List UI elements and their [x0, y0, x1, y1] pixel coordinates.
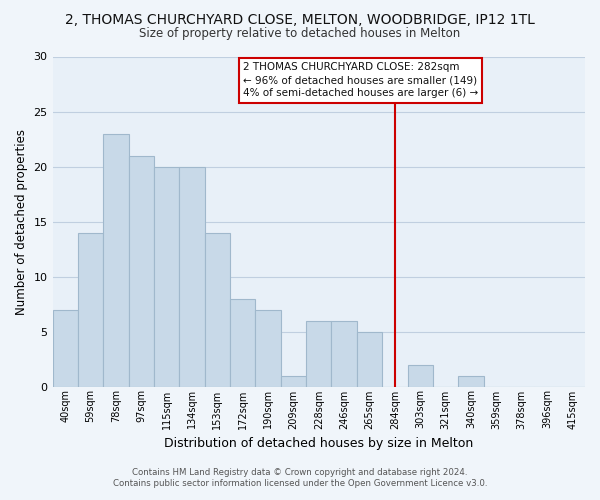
- Bar: [230, 298, 256, 386]
- Bar: [154, 166, 179, 386]
- Bar: [128, 156, 154, 386]
- Bar: [53, 310, 78, 386]
- Bar: [205, 232, 230, 386]
- Bar: [281, 376, 306, 386]
- Bar: [331, 320, 357, 386]
- Bar: [357, 332, 382, 386]
- Text: 2, THOMAS CHURCHYARD CLOSE, MELTON, WOODBRIDGE, IP12 1TL: 2, THOMAS CHURCHYARD CLOSE, MELTON, WOOD…: [65, 12, 535, 26]
- Bar: [256, 310, 281, 386]
- Bar: [78, 232, 103, 386]
- X-axis label: Distribution of detached houses by size in Melton: Distribution of detached houses by size …: [164, 437, 473, 450]
- Text: Size of property relative to detached houses in Melton: Size of property relative to detached ho…: [139, 28, 461, 40]
- Bar: [407, 364, 433, 386]
- Bar: [103, 134, 128, 386]
- Bar: [458, 376, 484, 386]
- Bar: [306, 320, 331, 386]
- Text: Contains HM Land Registry data © Crown copyright and database right 2024.
Contai: Contains HM Land Registry data © Crown c…: [113, 468, 487, 487]
- Bar: [179, 166, 205, 386]
- Text: 2 THOMAS CHURCHYARD CLOSE: 282sqm
← 96% of detached houses are smaller (149)
4% : 2 THOMAS CHURCHYARD CLOSE: 282sqm ← 96% …: [243, 62, 478, 98]
- Y-axis label: Number of detached properties: Number of detached properties: [15, 128, 28, 314]
